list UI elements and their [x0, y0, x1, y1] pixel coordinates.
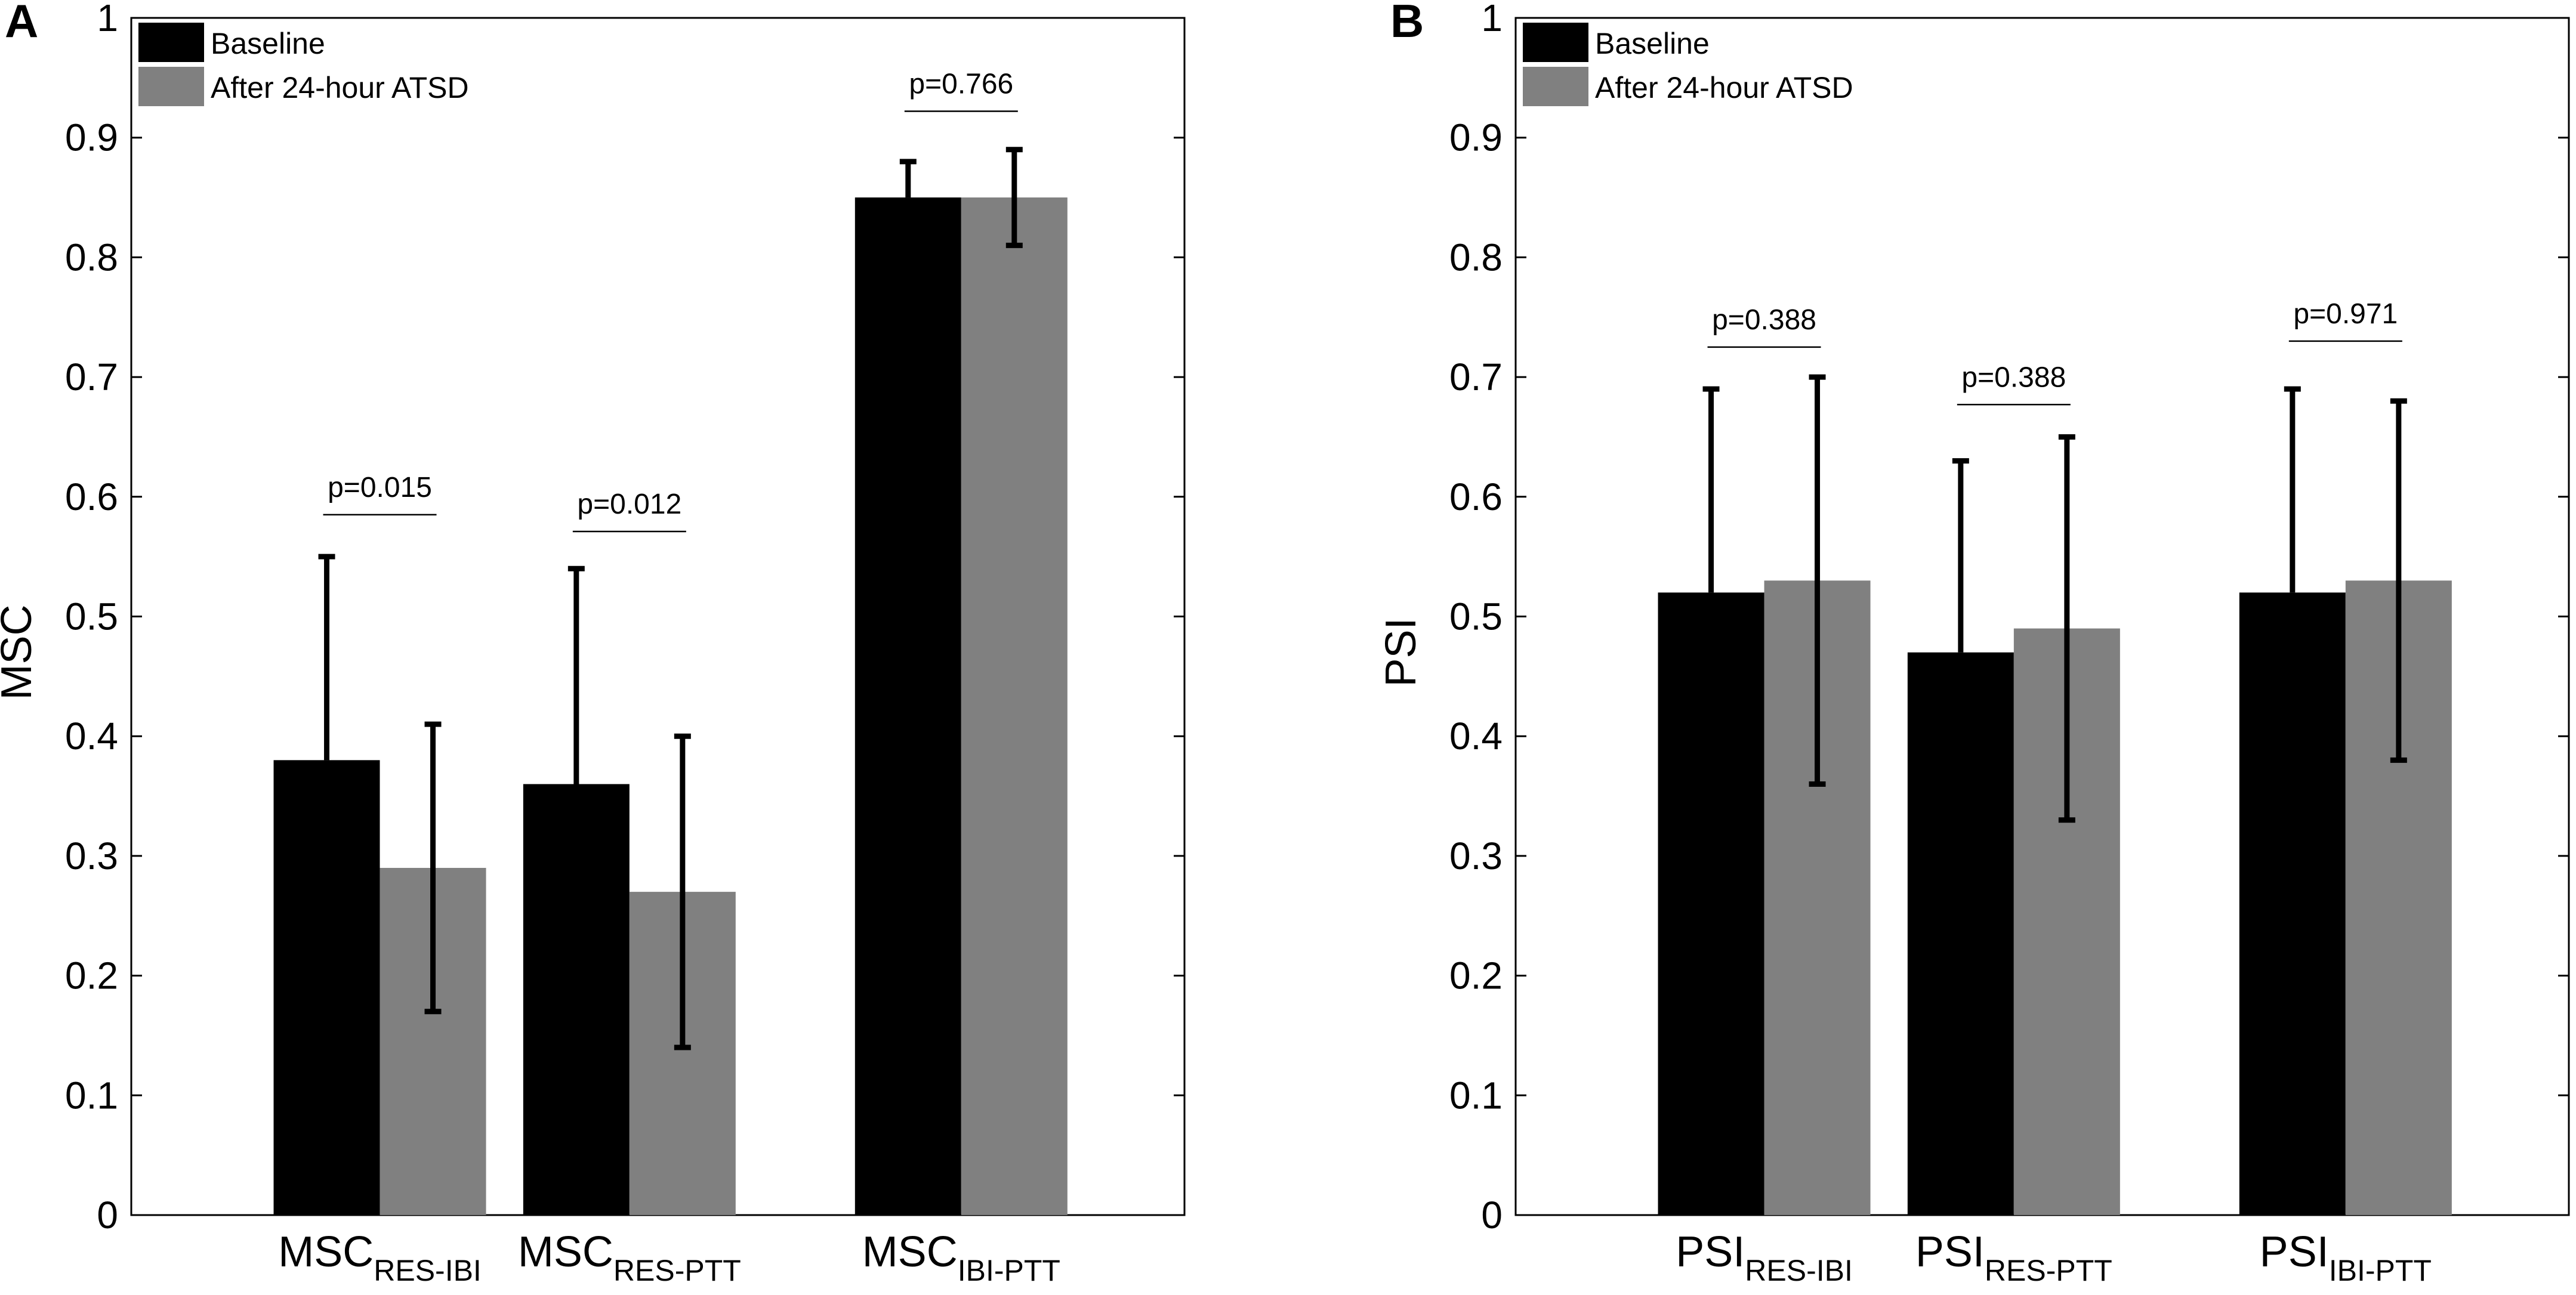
- y-tick-label: 0.3: [1449, 835, 1503, 877]
- x-tick-label: MSCRES-IBI: [278, 1228, 482, 1287]
- y-tick-label: 0: [97, 1194, 118, 1237]
- y-tick-label: 0.1: [65, 1074, 118, 1117]
- x-tick-label: PSIIBI-PTT: [2260, 1228, 2432, 1287]
- y-tick-label: 0.1: [1449, 1074, 1503, 1117]
- p-value-label: p=0.012: [577, 489, 681, 520]
- y-tick-label: 0.3: [65, 835, 118, 877]
- y-tick-label: 0.7: [65, 356, 118, 398]
- x-tick-label-base: PSI: [1676, 1228, 1745, 1276]
- y-tick-label: 0: [1481, 1194, 1503, 1237]
- y-tick-label: 0.4: [1449, 715, 1503, 758]
- panel-a: 00.10.20.30.40.50.60.70.80.91MSCAMSCRES-…: [0, 0, 1186, 1287]
- bar: [961, 197, 1068, 1215]
- y-tick-label: 1: [97, 0, 118, 39]
- bar: [1907, 652, 2014, 1215]
- y-tick-label: 0.6: [65, 475, 118, 518]
- y-tick-label: 0.8: [65, 236, 118, 279]
- y-tick-label: 0.2: [1449, 954, 1503, 997]
- y-tick-label: 0.4: [65, 715, 118, 758]
- bar: [1658, 592, 1764, 1215]
- x-tick-label-subscript: RES-PTT: [613, 1254, 741, 1287]
- legend-swatch: [1523, 23, 1588, 62]
- p-value-label: p=0.971: [2293, 298, 2398, 330]
- y-axis-title: MSC: [0, 605, 41, 700]
- bar: [273, 760, 380, 1215]
- panel-b: 00.10.20.30.40.50.60.70.80.91PSIBPSIRES-…: [1377, 0, 2570, 1287]
- p-value-label: p=0.015: [328, 472, 432, 503]
- x-tick-label-base: MSC: [278, 1228, 374, 1276]
- panel-letter: A: [5, 0, 38, 47]
- p-value-label: p=0.388: [1712, 304, 1816, 336]
- bar: [2239, 592, 2346, 1215]
- y-axis-title: PSI: [1377, 617, 1425, 687]
- y-tick-label: 1: [1481, 0, 1503, 39]
- x-tick-label-subscript: RES-PTT: [1985, 1254, 2112, 1287]
- legend-label: Baseline: [1595, 27, 1710, 60]
- x-tick-label-subscript: RES-IBI: [1745, 1254, 1853, 1287]
- y-tick-label: 0.2: [65, 954, 118, 997]
- x-tick-label: MSCIBI-PTT: [862, 1228, 1060, 1287]
- legend-label: Baseline: [211, 27, 325, 60]
- x-tick-label-base: MSC: [518, 1228, 613, 1276]
- legend-label: After 24-hour ATSD: [211, 71, 469, 104]
- legend-label: After 24-hour ATSD: [1595, 71, 1853, 104]
- y-tick-label: 0.8: [1449, 236, 1503, 279]
- y-tick-label: 0.9: [1449, 116, 1503, 159]
- bar: [854, 197, 961, 1215]
- x-tick-label-subscript: RES-IBI: [374, 1254, 482, 1287]
- y-tick-label: 0.5: [65, 595, 118, 638]
- x-tick-label-base: PSI: [2260, 1228, 2329, 1276]
- y-tick-label: 0.5: [1449, 595, 1503, 638]
- legend-swatch: [138, 67, 204, 106]
- x-tick-label-subscript: IBI-PTT: [958, 1254, 1060, 1287]
- y-tick-label: 0.6: [1449, 475, 1503, 518]
- x-tick-label-base: MSC: [862, 1228, 958, 1276]
- panel-letter: B: [1390, 0, 1424, 47]
- p-value-label: p=0.766: [909, 69, 1013, 100]
- legend-swatch: [1523, 67, 1588, 106]
- x-tick-label: PSIRES-PTT: [1915, 1228, 2112, 1287]
- legend-swatch: [138, 23, 204, 62]
- x-tick-label: PSIRES-IBI: [1676, 1228, 1853, 1287]
- x-tick-label-subscript: IBI-PTT: [2329, 1254, 2432, 1287]
- y-tick-label: 0.9: [65, 116, 118, 159]
- p-value-label: p=0.388: [1961, 361, 2066, 393]
- y-tick-label: 0.7: [1449, 356, 1503, 398]
- x-tick-label: MSCRES-PTT: [518, 1228, 741, 1287]
- bar: [523, 784, 630, 1215]
- x-tick-label-base: PSI: [1915, 1228, 1985, 1276]
